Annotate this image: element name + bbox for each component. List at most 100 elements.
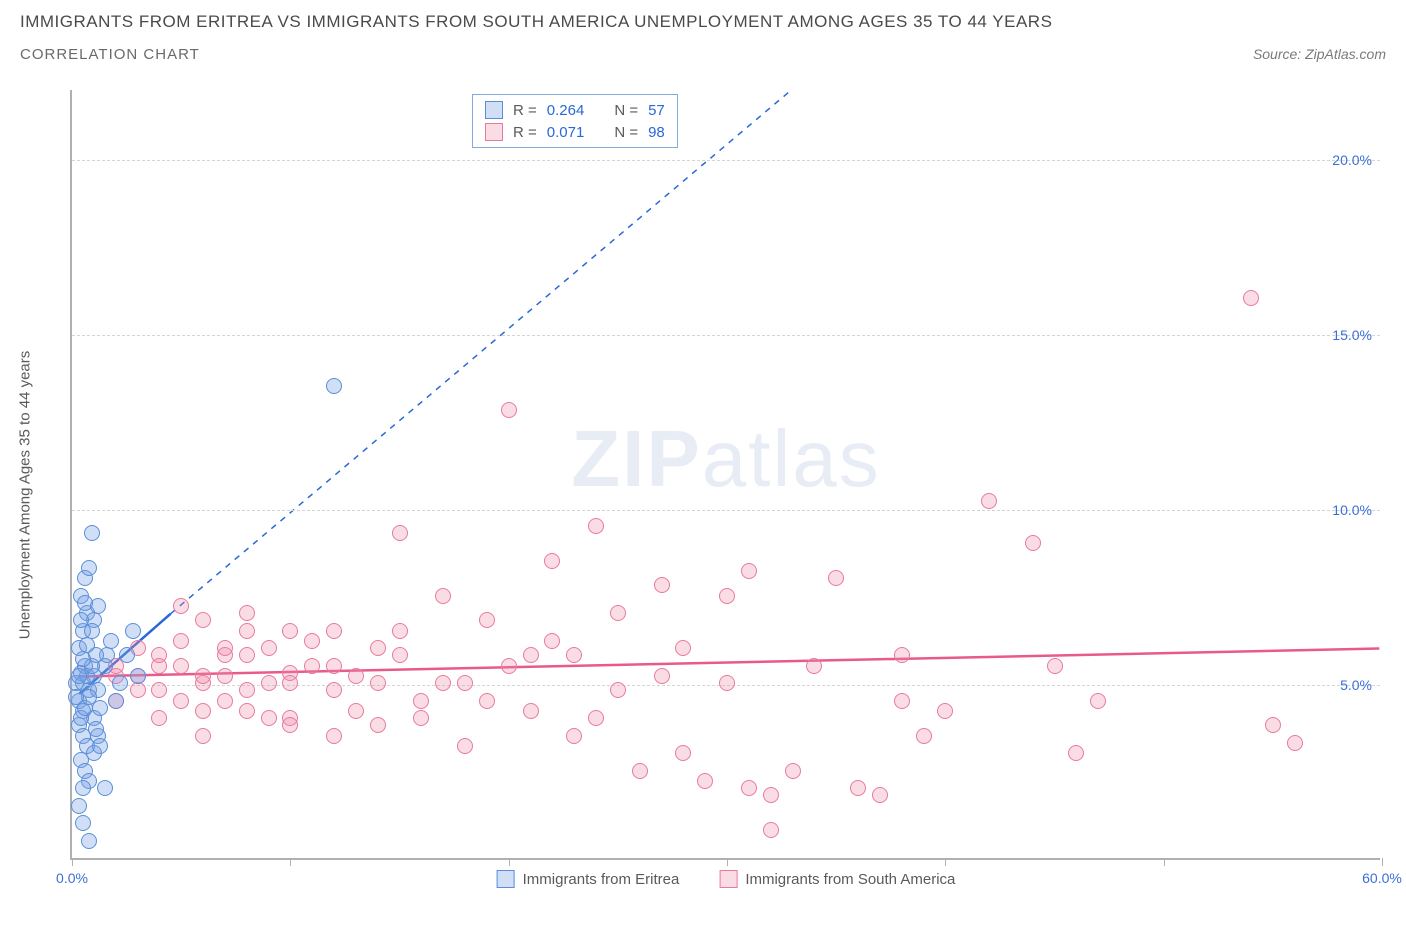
stat-n-label: N = xyxy=(614,124,638,141)
scatter-point xyxy=(610,605,626,621)
scatter-point xyxy=(125,623,141,639)
scatter-point xyxy=(68,689,84,705)
legend-stats-row: R =0.071N =98 xyxy=(485,121,665,143)
chart-source: Source: ZipAtlas.com xyxy=(1253,46,1386,62)
scatter-point xyxy=(81,560,97,576)
x-tick xyxy=(509,858,510,866)
scatter-point xyxy=(1090,693,1106,709)
bottom-legend: Immigrants from Eritrea Immigrants from S… xyxy=(497,870,956,888)
scatter-point xyxy=(654,577,670,593)
scatter-point xyxy=(566,647,582,663)
scatter-point xyxy=(71,798,87,814)
scatter-point xyxy=(173,658,189,674)
scatter-point xyxy=(217,668,233,684)
scatter-point xyxy=(108,693,124,709)
scatter-point xyxy=(195,612,211,628)
scatter-point xyxy=(392,647,408,663)
scatter-point xyxy=(92,738,108,754)
scatter-point xyxy=(326,728,342,744)
scatter-point xyxy=(370,640,386,656)
scatter-point xyxy=(239,682,255,698)
legend-item: Immigrants from Eritrea xyxy=(497,870,680,888)
scatter-point xyxy=(151,710,167,726)
scatter-point xyxy=(566,728,582,744)
y-tick-label: 10.0% xyxy=(1332,502,1372,518)
scatter-point xyxy=(75,780,91,796)
scatter-point xyxy=(937,703,953,719)
chart-area: Unemployment Among Ages 35 to 44 years Z… xyxy=(45,90,1385,900)
scatter-point xyxy=(217,640,233,656)
scatter-point xyxy=(151,682,167,698)
scatter-point xyxy=(523,703,539,719)
scatter-point xyxy=(304,633,320,649)
scatter-point xyxy=(348,703,364,719)
y-tick-label: 5.0% xyxy=(1340,677,1372,693)
legend-swatch xyxy=(719,870,737,888)
scatter-point xyxy=(697,773,713,789)
scatter-point xyxy=(304,658,320,674)
scatter-point xyxy=(195,668,211,684)
x-tick xyxy=(945,858,946,866)
plot-area: ZIPatlas R =0.264N =57R =0.071N =98 Immi… xyxy=(70,90,1380,860)
scatter-point xyxy=(457,675,473,691)
scatter-point xyxy=(435,675,451,691)
scatter-point xyxy=(413,693,429,709)
scatter-point xyxy=(97,780,113,796)
scatter-point xyxy=(217,693,233,709)
scatter-point xyxy=(654,668,670,684)
scatter-point xyxy=(282,623,298,639)
scatter-point xyxy=(130,682,146,698)
scatter-point xyxy=(261,710,277,726)
scatter-point xyxy=(239,605,255,621)
x-tick xyxy=(1382,858,1383,866)
scatter-point xyxy=(282,717,298,733)
chart-title: IMMIGRANTS FROM ERITREA VS IMMIGRANTS FR… xyxy=(20,12,1386,32)
scatter-point xyxy=(719,675,735,691)
x-tick xyxy=(290,858,291,866)
scatter-point xyxy=(785,763,801,779)
x-tick-label: 0.0% xyxy=(56,870,88,886)
scatter-point xyxy=(981,493,997,509)
scatter-point xyxy=(173,693,189,709)
scatter-point xyxy=(75,815,91,831)
scatter-point xyxy=(326,682,342,698)
scatter-point xyxy=(632,763,648,779)
scatter-point xyxy=(73,612,89,628)
scatter-point xyxy=(872,787,888,803)
scatter-point xyxy=(741,780,757,796)
scatter-point xyxy=(75,651,91,667)
scatter-point xyxy=(370,717,386,733)
scatter-point xyxy=(173,633,189,649)
legend-item: Immigrants from South America xyxy=(719,870,955,888)
scatter-point xyxy=(392,623,408,639)
legend-stats-box: R =0.264N =57R =0.071N =98 xyxy=(472,94,678,148)
y-tick-label: 15.0% xyxy=(1332,327,1372,343)
legend-stats-row: R =0.264N =57 xyxy=(485,99,665,121)
scatter-point xyxy=(261,675,277,691)
scatter-point xyxy=(71,668,87,684)
scatter-point xyxy=(112,675,128,691)
legend-swatch xyxy=(485,101,503,119)
scatter-point xyxy=(894,647,910,663)
stat-r-label: R = xyxy=(513,102,537,119)
scatter-point xyxy=(1287,735,1303,751)
x-tick-label: 60.0% xyxy=(1362,870,1402,886)
scatter-point xyxy=(326,623,342,639)
scatter-point xyxy=(457,738,473,754)
scatter-point xyxy=(392,525,408,541)
scatter-point xyxy=(501,658,517,674)
scatter-point xyxy=(151,647,167,663)
scatter-point xyxy=(413,710,429,726)
scatter-point xyxy=(130,668,146,684)
gridline xyxy=(72,335,1380,336)
scatter-point xyxy=(588,710,604,726)
scatter-point xyxy=(719,588,735,604)
scatter-point xyxy=(239,703,255,719)
scatter-point xyxy=(501,402,517,418)
scatter-point xyxy=(479,693,495,709)
scatter-point xyxy=(195,728,211,744)
x-tick xyxy=(1164,858,1165,866)
scatter-point xyxy=(173,598,189,614)
gridline xyxy=(72,160,1380,161)
scatter-point xyxy=(1243,290,1259,306)
